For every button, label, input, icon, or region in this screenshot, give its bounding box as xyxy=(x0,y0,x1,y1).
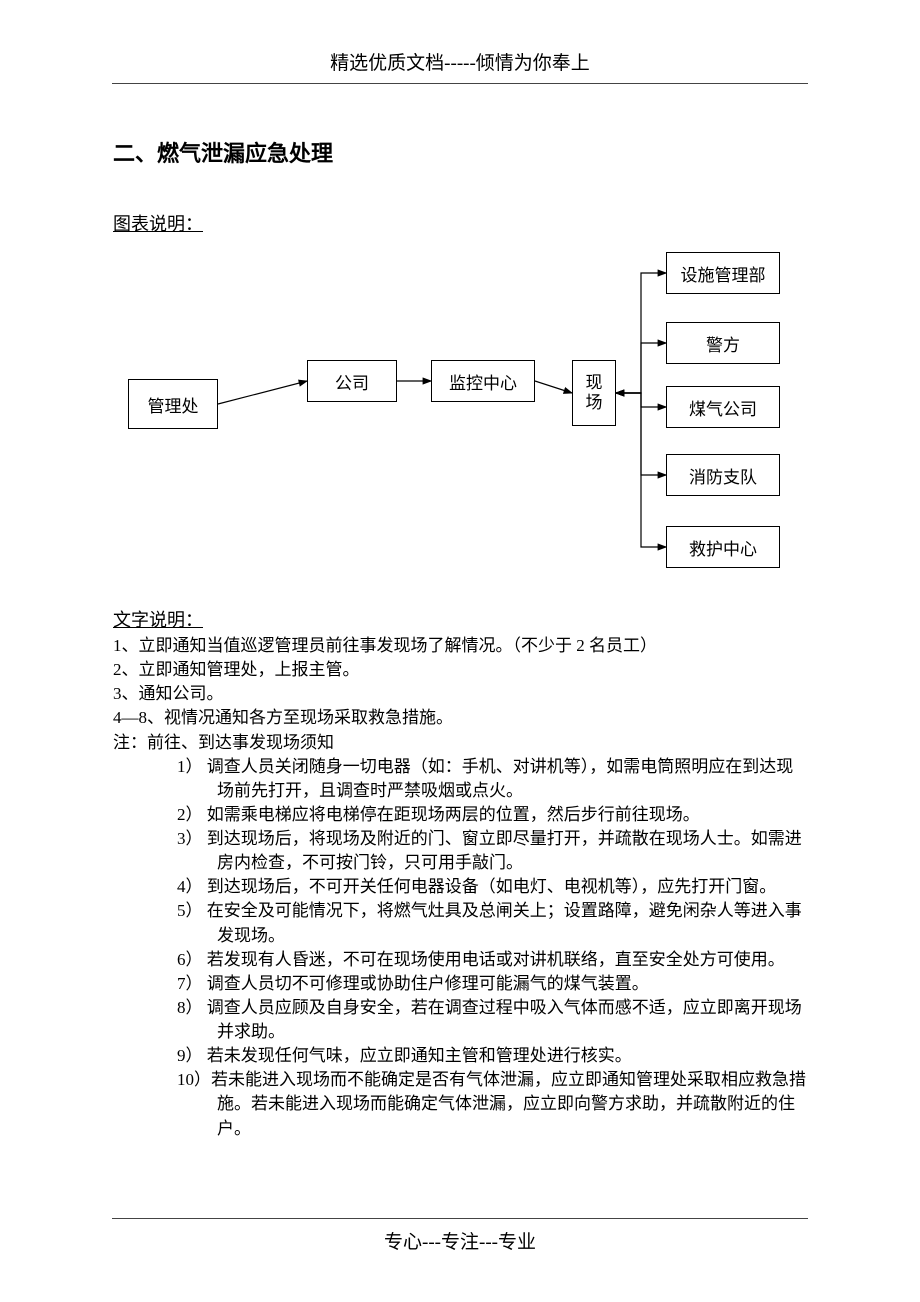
node-gas: 煤气公司 xyxy=(666,386,780,428)
note-line: 6） 若发现有人昏迷，不可在现场使用电话或对讲机联络，直至安全处方可使用。 xyxy=(177,948,808,972)
page-header: 精选优质文档-----倾情为你奉上 xyxy=(0,0,920,75)
node-fac: 设施管理部 xyxy=(666,252,780,294)
step-line: 3、通知公司。 xyxy=(113,682,808,706)
note-line: 1） 调查人员关闭随身一切电器（如：手机、对讲机等），如需电筒照明应在到达现场前… xyxy=(177,755,808,803)
node-mgmt: 管理处 xyxy=(128,379,218,429)
steps-list: 1、立即通知当值巡逻管理员前往事发现场了解情况。（不少于 2 名员工）2、立即通… xyxy=(113,634,808,731)
note-line: 8） 调查人员应顾及自身安全，若在调查过程中吸入气体而感不适，应立即离开现场并求… xyxy=(177,996,808,1044)
node-monitor: 监控中心 xyxy=(431,360,535,402)
body-text: 1、立即通知当值巡逻管理员前往事发现场了解情况。（不少于 2 名员工）2、立即通… xyxy=(113,634,808,1141)
note-line: 10）若未能进入现场而不能确定是否有气体泄漏，应立即通知管理处采取相应救急措施。… xyxy=(177,1068,808,1140)
note-line: 9） 若未发现任何气味，应立即通知主管和管理处进行核实。 xyxy=(177,1044,808,1068)
footer-rule xyxy=(112,1218,808,1219)
step-line: 1、立即通知当值巡逻管理员前往事发现场了解情况。（不少于 2 名员工） xyxy=(113,634,808,658)
node-fire: 消防支队 xyxy=(666,454,780,496)
step-line: 4—8、视情况通知各方至现场采取救急措施。 xyxy=(113,706,808,730)
section-title: 二、燃气泄漏应急处理 xyxy=(113,136,920,168)
footer-text: 专心---专注---专业 xyxy=(384,1232,536,1253)
note-line: 2） 如需乘电梯应将电梯停在距现场两层的位置，然后步行前往现场。 xyxy=(177,803,808,827)
step-line: 2、立即通知管理处，上报主管。 xyxy=(113,658,808,682)
notes-list: 1） 调查人员关闭随身一切电器（如：手机、对讲机等），如需电筒照明应在到达现场前… xyxy=(177,755,808,1141)
note-intro: 注：前往、到达事发现场须知 xyxy=(113,731,808,755)
node-rescue: 救护中心 xyxy=(666,526,780,568)
node-company: 公司 xyxy=(307,360,397,402)
flowchart-diagram: 管理处 公司监控中心现场 设施管理部警方煤气公司消防支队救护中心 xyxy=(0,236,920,606)
page-footer: 专心---专注---专业 xyxy=(0,1218,920,1254)
text-label: 文字说明： xyxy=(113,606,920,632)
note-line: 5） 在安全及可能情况下，将燃气灶具及总闸关上；设置路障，避免闲杂人等进入事发现… xyxy=(177,899,808,947)
note-line: 7） 调查人员切不可修理或协助住户修理可能漏气的煤气装置。 xyxy=(177,972,808,996)
node-police: 警方 xyxy=(666,322,780,364)
chart-label: 图表说明： xyxy=(113,210,920,236)
node-scene: 现场 xyxy=(572,360,616,426)
note-line: 3） 到达现场后，将现场及附近的门、窗立即尽量打开，并疏散在现场人士。如需进房内… xyxy=(177,827,808,875)
header-rule xyxy=(112,83,808,84)
note-line: 4） 到达现场后，不可开关任何电器设备（如电灯、电视机等），应先打开门窗。 xyxy=(177,875,808,899)
